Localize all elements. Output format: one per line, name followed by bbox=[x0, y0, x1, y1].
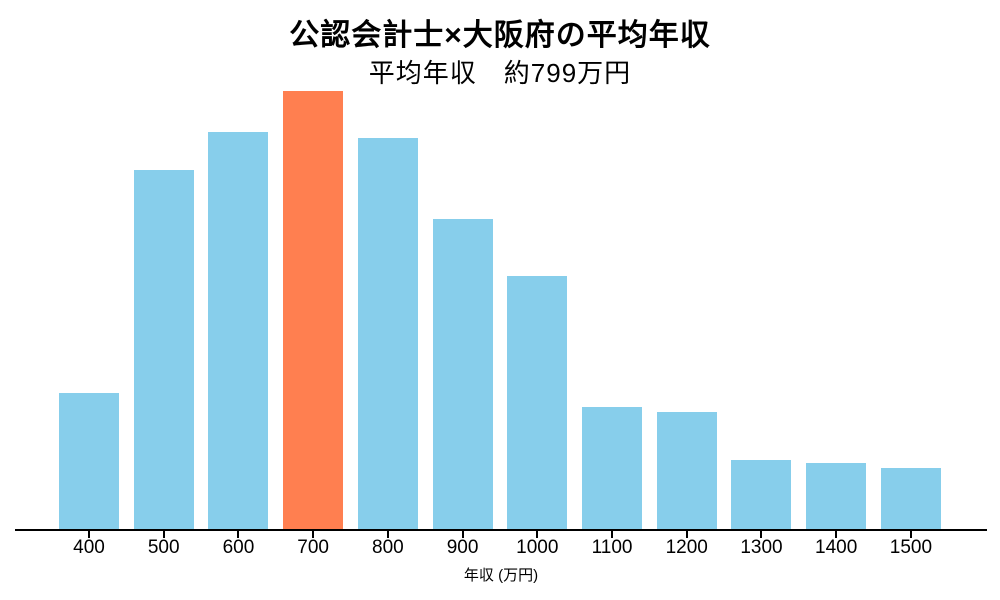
tick-mark-1500 bbox=[909, 531, 912, 538]
tick-label-1500: 1500 bbox=[889, 537, 933, 558]
bar-1400 bbox=[806, 463, 867, 529]
tick-label-600: 600 bbox=[222, 537, 255, 558]
bar-400 bbox=[59, 393, 119, 529]
tick-mark-800 bbox=[386, 531, 389, 538]
tick-mark-1000 bbox=[536, 531, 539, 538]
tick-mark-700 bbox=[312, 531, 315, 538]
tick-label-1100: 1100 bbox=[591, 537, 633, 558]
tick-label-500: 500 bbox=[147, 537, 180, 558]
tick-mark-900 bbox=[461, 531, 464, 538]
tick-label-900: 900 bbox=[446, 537, 479, 558]
tick-label-800: 800 bbox=[372, 537, 404, 558]
tick-label-400: 400 bbox=[73, 537, 105, 558]
tick-label-1000: 1000 bbox=[516, 537, 559, 558]
chart-subtitle: 平均年収 約799万円 bbox=[368, 58, 632, 88]
tick-slot-800 bbox=[358, 531, 418, 538]
tick-mark-500 bbox=[162, 531, 165, 538]
tick-slot-1000 bbox=[507, 531, 567, 538]
chart-title: 公認会計士×大阪府の平均年収 bbox=[289, 19, 711, 52]
bar-800 bbox=[357, 138, 418, 529]
tick-slot-1300 bbox=[731, 531, 791, 538]
bar-1100 bbox=[582, 407, 643, 529]
tick-slot-1400 bbox=[806, 531, 866, 538]
x-axis-tick-labels: 400 500 600 700 800 900 1000 1100 1200 1300 1400 15… bbox=[59, 537, 941, 559]
bar-1000 bbox=[507, 276, 568, 529]
x-axis-line bbox=[15, 529, 987, 531]
tick-label-700: 700 bbox=[297, 537, 329, 558]
bar-series bbox=[59, 84, 941, 529]
tick-mark-1300 bbox=[760, 531, 763, 538]
bar-700 bbox=[283, 91, 344, 529]
bar-1500 bbox=[880, 468, 941, 529]
tick-slot-600 bbox=[208, 531, 268, 538]
tick-mark-1100 bbox=[611, 531, 614, 538]
tick-label-1400: 1400 bbox=[815, 537, 858, 558]
tick-label-1300: 1300 bbox=[740, 537, 783, 558]
x-axis-ticks bbox=[59, 531, 941, 538]
tick-slot-1500 bbox=[881, 531, 941, 538]
tick-slot-1100 bbox=[582, 531, 642, 538]
tick-mark-1400 bbox=[835, 531, 838, 538]
bar-500 bbox=[133, 170, 194, 529]
bar-900 bbox=[432, 219, 493, 529]
tick-slot-500 bbox=[134, 531, 194, 538]
tick-label-1200: 1200 bbox=[665, 537, 708, 558]
tick-slot-700 bbox=[283, 531, 343, 538]
x-axis-label: 年収 (万円) bbox=[463, 567, 539, 584]
tick-mark-1200 bbox=[685, 531, 688, 538]
bar-600 bbox=[208, 132, 269, 529]
bar-1200 bbox=[656, 412, 717, 529]
bar-1300 bbox=[731, 460, 792, 529]
tick-slot-900 bbox=[433, 531, 493, 538]
tick-slot-400 bbox=[59, 531, 119, 538]
tick-mark-400 bbox=[88, 531, 90, 538]
tick-slot-1200 bbox=[657, 531, 717, 538]
tick-mark-600 bbox=[237, 531, 240, 538]
